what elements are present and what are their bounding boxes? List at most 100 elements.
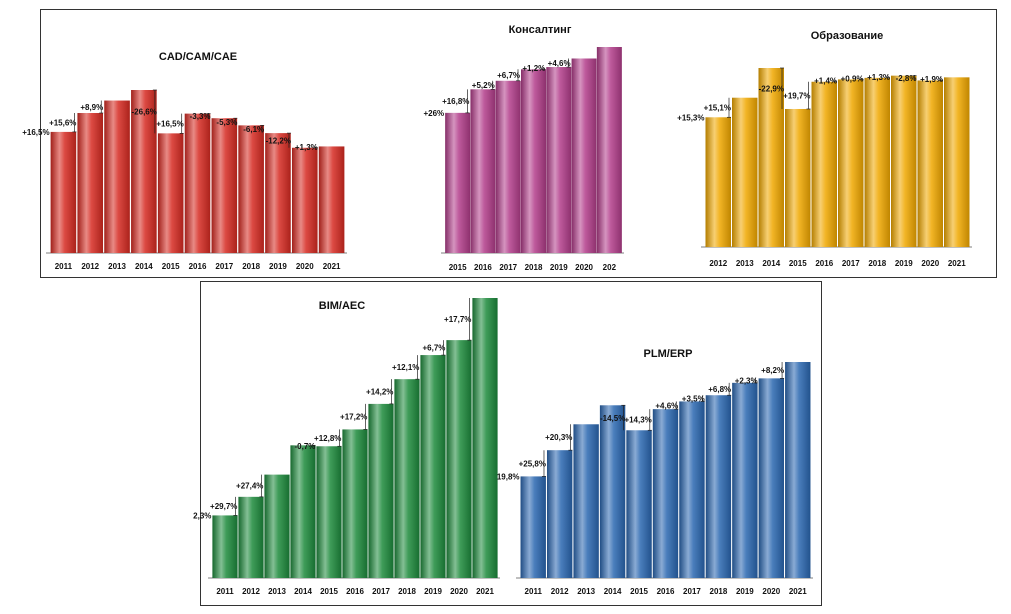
bar-bim-2020 — [446, 340, 472, 578]
bar-plm-2018 — [705, 395, 732, 578]
bar-bim-2019 — [420, 355, 446, 578]
change-label-plm-0: 19,8% — [497, 472, 520, 481]
bar-cad-2018 — [238, 125, 264, 253]
bar-cad-2012 — [77, 113, 104, 254]
tick-label-bim-8: 2019 — [424, 587, 442, 596]
tick-label-plm-4: 2015 — [630, 587, 648, 596]
bar-bim-2017 — [368, 403, 394, 578]
change-label-bim-1: +29,7% — [210, 502, 237, 511]
chart-title-plm: PLM/ERP — [644, 348, 693, 360]
tick-label-plm-6: 2017 — [683, 587, 701, 596]
tick-label-consulting-4: 2019 — [550, 263, 568, 272]
bar-plm-2012 — [546, 450, 573, 578]
tick-label-cad-8: 2019 — [269, 262, 287, 271]
tick-label-education-3: 2015 — [789, 259, 807, 268]
change-label-bim-6: +17,2% — [340, 413, 367, 422]
change-label-consulting-5: +4,6% — [548, 59, 571, 68]
change-label-bim-4: -0,7% — [294, 442, 315, 451]
change-label-bim-0: 2,3% — [193, 511, 211, 520]
tick-label-consulting-2: 2017 — [499, 263, 517, 272]
bar-bim-2016 — [342, 429, 368, 578]
bar-cad-2013 — [104, 100, 130, 253]
tick-label-education-8: 2020 — [921, 259, 939, 268]
bar-plm-2020 — [758, 378, 785, 578]
tick-label-consulting-0: 2015 — [449, 263, 467, 272]
bar-bim-2018 — [394, 379, 420, 578]
bar-plm-2021 — [785, 362, 811, 578]
change-label-consulting-2: +5,2% — [472, 81, 495, 90]
tick-label-education-9: 2021 — [948, 259, 966, 268]
bar-plm-2019 — [732, 382, 758, 578]
bar-consulting-2015 — [445, 112, 471, 253]
bar-education-2017 — [838, 79, 864, 247]
change-label-cad-4: -26,6% — [132, 108, 157, 117]
bar-cad-2014 — [131, 90, 157, 253]
tick-label-bim-10: 2021 — [476, 587, 494, 596]
bar-bim-2021 — [472, 298, 498, 578]
change-label-cad-2: +8,9% — [80, 103, 103, 112]
change-label-consulting-4: +1,2% — [522, 64, 545, 73]
tick-label-bim-0: 2011 — [216, 587, 234, 596]
change-label-plm-5: +14,3% — [624, 416, 651, 425]
bar-education-2018 — [864, 77, 890, 247]
tick-label-plm-9: 2020 — [762, 587, 780, 596]
tick-label-cad-4: 2015 — [162, 262, 180, 271]
tick-label-bim-9: 2020 — [450, 587, 468, 596]
change-label-cad-0: +16,5% — [22, 128, 49, 137]
change-label-plm-6: +4,6% — [655, 401, 678, 410]
change-label-education-8: -2,8% — [896, 74, 917, 83]
bar-bim-2013 — [264, 474, 290, 578]
chart-title-consulting: Консалтинг — [509, 24, 572, 36]
change-label-cad-10: +1,3% — [295, 143, 318, 152]
change-label-consulting-0: +26% — [423, 109, 444, 118]
tick-label-education-1: 2013 — [736, 259, 754, 268]
tick-label-education-4: 2016 — [815, 259, 833, 268]
bar-plm-2015 — [626, 430, 652, 578]
bar-bim-2015 — [316, 446, 342, 578]
bar-consulting-2020 — [571, 58, 597, 254]
tick-label-education-0: 2012 — [709, 259, 727, 268]
tick-label-consulting-1: 2016 — [474, 263, 492, 272]
change-label-bim-5: +12,8% — [314, 434, 341, 443]
tick-label-education-5: 2017 — [842, 259, 860, 268]
tick-label-plm-1: 2012 — [551, 587, 569, 596]
bar-education-2021 — [944, 77, 970, 247]
tick-label-bim-2: 2013 — [268, 587, 286, 596]
change-label-education-9: +1,9% — [920, 75, 943, 84]
bar-cad-2017 — [211, 118, 238, 254]
tick-label-cad-10: 2021 — [323, 262, 341, 271]
change-label-plm-1: +25,8% — [519, 459, 546, 468]
tick-label-consulting-5: 2020 — [575, 263, 593, 272]
tick-label-cad-0: 2011 — [55, 262, 73, 271]
tick-label-bim-6: 2017 — [372, 587, 390, 596]
tick-label-education-2: 2014 — [762, 259, 780, 268]
tick-label-bim-5: 2016 — [346, 587, 364, 596]
change-label-education-0: +15,3% — [677, 113, 704, 122]
change-label-education-7: +1,3% — [867, 73, 890, 82]
bar-plm-2016 — [652, 409, 679, 578]
tick-label-bim-7: 2018 — [398, 587, 416, 596]
bar-education-2016 — [811, 81, 837, 248]
bar-plm-2013 — [573, 424, 599, 578]
change-label-bim-2: +27,4% — [236, 482, 263, 491]
tick-label-cad-5: 2016 — [189, 262, 207, 271]
change-label-consulting-1: +16,8% — [442, 97, 469, 106]
bar-bim-2012 — [238, 496, 264, 578]
change-label-plm-2: +20,3% — [545, 433, 572, 442]
tick-label-education-6: 2018 — [868, 259, 886, 268]
change-label-consulting-3: +6,7% — [497, 71, 520, 80]
tick-label-plm-2: 2013 — [577, 587, 595, 596]
top-panel-frame — [40, 9, 997, 278]
tick-label-cad-2: 2013 — [108, 262, 126, 271]
change-label-bim-7: +14,2% — [366, 388, 393, 397]
tick-label-bim-1: 2012 — [242, 587, 260, 596]
tick-label-plm-0: 2011 — [525, 587, 543, 596]
change-label-plm-7: +3,5% — [682, 394, 705, 403]
tick-label-bim-4: 2015 — [320, 587, 338, 596]
change-label-cad-6: -3,3% — [190, 112, 211, 121]
change-label-bim-8: +12,1% — [392, 363, 419, 372]
bar-plm-2011 — [520, 476, 546, 578]
bar-bim-2011 — [212, 515, 238, 578]
change-label-cad-5: +16,5% — [156, 119, 183, 128]
